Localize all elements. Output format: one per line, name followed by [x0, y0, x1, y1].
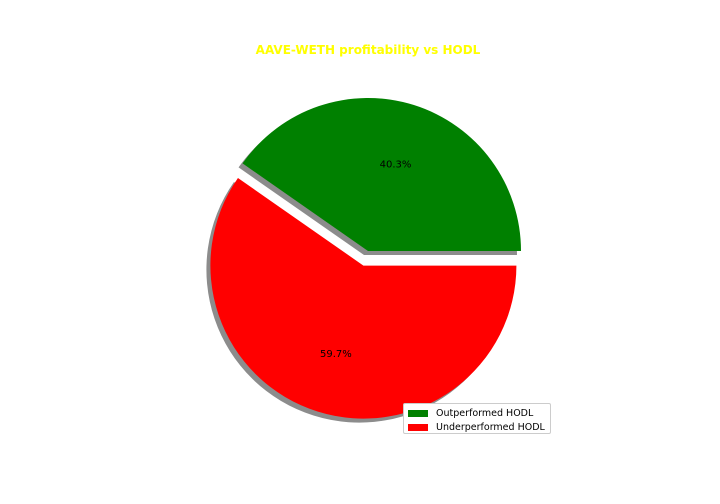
legend-item-outperformed: Outperformed HODL [408, 406, 546, 420]
slice-outperformed [242, 97, 521, 251]
pct-label-outperformed: 40.3% [380, 159, 412, 170]
slice-underperformed [210, 178, 517, 419]
percentage-labels: 40.3% 59.7% [320, 159, 411, 360]
slices [210, 97, 521, 419]
legend: Outperformed HODL Underperformed HODL [403, 403, 551, 434]
legend-label-underperformed: Underperformed HODL [436, 421, 545, 433]
legend-swatch-underperformed [408, 423, 428, 431]
legend-label-outperformed: Outperformed HODL [436, 407, 534, 419]
chart-title: AAVE-WETH profitability vs HODL [256, 43, 481, 57]
legend-swatch-outperformed [408, 409, 428, 417]
legend-item-underperformed: Underperformed HODL [408, 420, 546, 434]
pct-label-underperformed: 59.7% [320, 349, 352, 360]
